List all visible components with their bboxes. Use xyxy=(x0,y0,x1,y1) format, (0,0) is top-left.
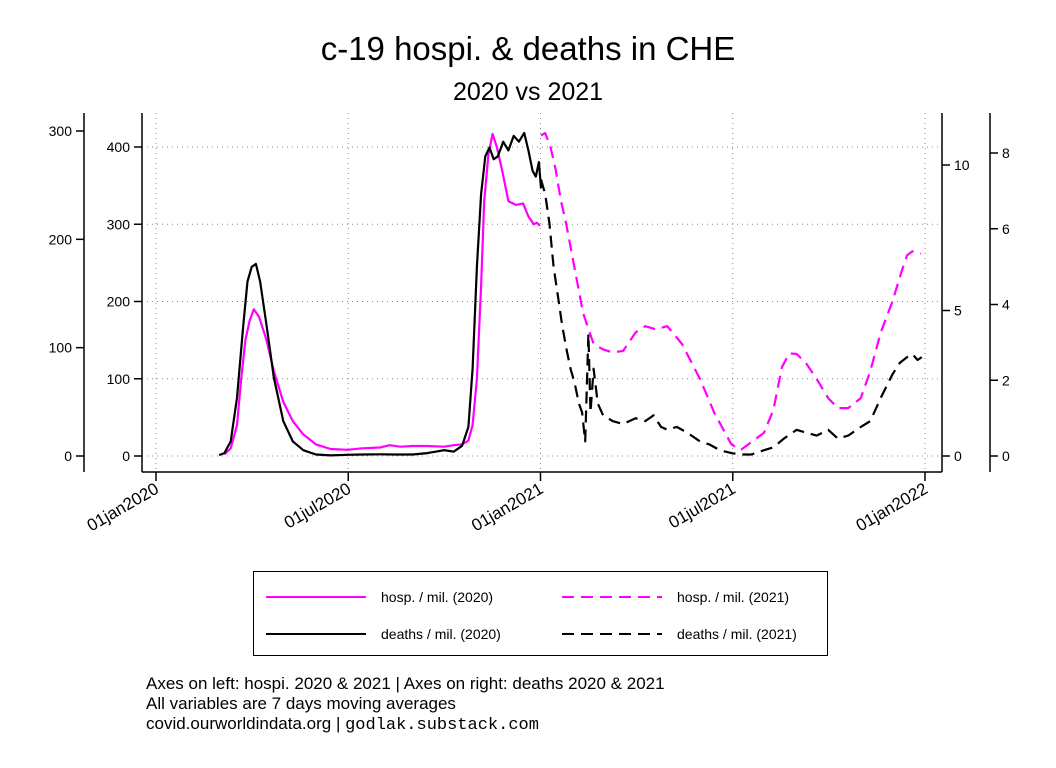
grid xyxy=(142,113,942,472)
right-inner-tick-label: 0 xyxy=(954,448,962,464)
legend-item-deaths-2020: deaths / mil. (2020) xyxy=(266,624,501,644)
series-line-2 xyxy=(540,132,921,451)
right-outer-tick-label: 2 xyxy=(1002,372,1010,388)
legend-swatch-deaths-2021 xyxy=(562,633,662,635)
left-inner-tick-label: 0 xyxy=(122,448,130,464)
right-outer-tick-label: 4 xyxy=(1002,297,1010,313)
x-tick-label: 01jan2020 xyxy=(84,479,162,535)
series-line-0 xyxy=(223,132,541,456)
legend-label-hosp-2021: hosp. / mil. (2021) xyxy=(677,589,790,605)
legend: hosp. / mil. (2020) hosp. / mil. (2021) … xyxy=(253,571,828,656)
left-outer-tick-label: 300 xyxy=(49,123,73,139)
left-outer-tick-label: 200 xyxy=(49,231,73,247)
legend-swatch-deaths-2020 xyxy=(266,633,366,635)
right-inner-tick-label: 10 xyxy=(954,157,970,173)
legend-label-deaths-2020: deaths / mil. (2020) xyxy=(381,626,501,642)
legend-item-hosp-2021: hosp. / mil. (2021) xyxy=(562,587,789,607)
note-axes: Axes on left: hospi. 2020 & 2021 | Axes … xyxy=(146,674,665,693)
legend-label-hosp-2020: hosp. / mil. (2020) xyxy=(381,589,494,605)
legend-swatch-hosp-2021 xyxy=(562,596,662,598)
left-inner-tick-label: 300 xyxy=(107,216,131,232)
left-inner-tick-label: 100 xyxy=(107,371,131,387)
legend-item-deaths-2021: deaths / mil. (2021) xyxy=(562,624,797,644)
legend-label-deaths-2021: deaths / mil. (2021) xyxy=(677,626,797,642)
right-inner-tick-label: 5 xyxy=(954,303,962,319)
chart-title: c-19 hospi. & deaths in CHE xyxy=(320,30,736,67)
left-inner-tick-label: 200 xyxy=(107,294,131,310)
series-layer xyxy=(218,131,923,457)
right-outer-tick-label: 6 xyxy=(1002,221,1010,237)
legend-item-hosp-2020: hosp. / mil. (2020) xyxy=(266,587,493,607)
series-line-3 xyxy=(539,179,923,456)
note-moving-average: All variables are 7 days moving averages xyxy=(146,694,456,713)
left-outer-tick-label: 0 xyxy=(64,448,72,464)
source-text: covid.ourworldindata.org | xyxy=(146,714,341,733)
series-line-1 xyxy=(218,131,543,457)
axes: 01jan2020 01jul2020 01jan2021 01jul2021 01ja… xyxy=(49,113,1010,535)
x-tick-label: 01jul2021 xyxy=(665,479,738,532)
note-source: covid.ourworldindata.org | godlak.substa… xyxy=(146,714,539,735)
legend-swatch-hosp-2020 xyxy=(266,596,366,598)
x-tick-label: 01jul2020 xyxy=(281,479,354,532)
chart-subtitle: 2020 vs 2021 xyxy=(452,78,604,106)
right-outer-tick-label: 8 xyxy=(1002,145,1010,161)
credit-link[interactable]: godlak.substack.com xyxy=(345,716,539,735)
x-tick-label: 01jan2021 xyxy=(468,479,546,535)
left-outer-tick-label: 100 xyxy=(49,340,73,356)
x-tick-label: 01jan2022 xyxy=(853,479,931,535)
right-outer-tick-label: 0 xyxy=(1002,448,1010,464)
left-inner-tick-label: 400 xyxy=(107,139,131,155)
